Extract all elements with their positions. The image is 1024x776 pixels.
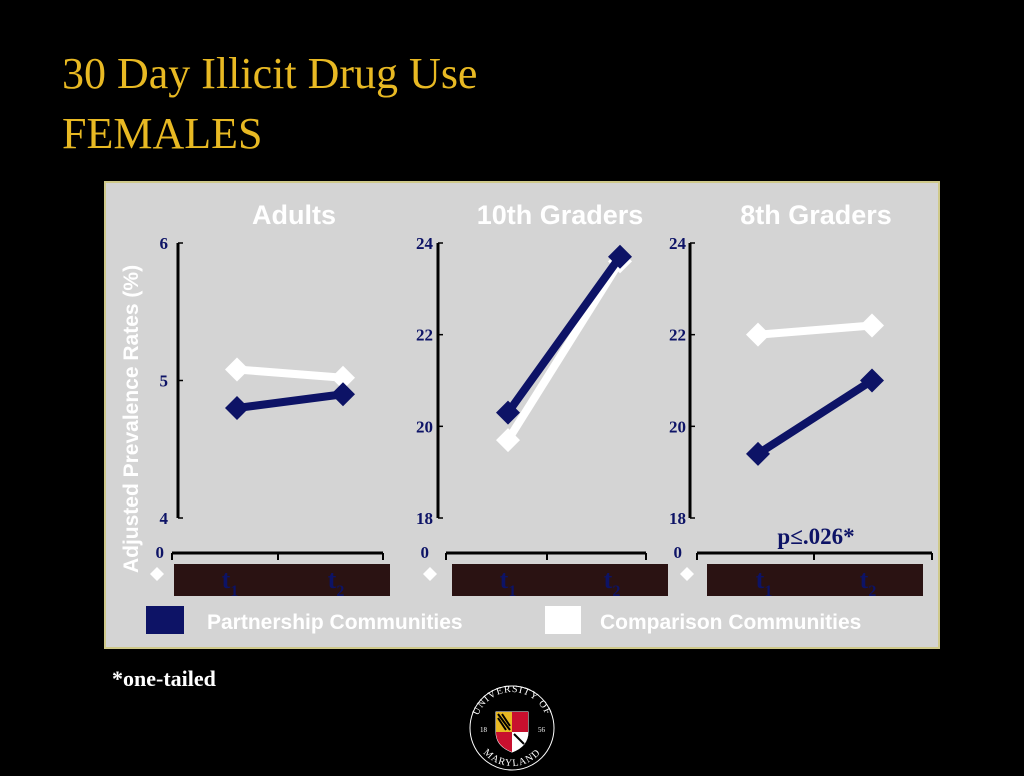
data-point [860, 368, 884, 393]
y-tick-label: 22 [416, 326, 433, 345]
chart-title: 10th Graders [477, 200, 644, 230]
x-tick-label: t1 [500, 565, 517, 600]
x-tick-label: t2 [328, 565, 345, 600]
x-tick-label: t1 [756, 565, 773, 600]
legend-swatch-comparison [545, 606, 581, 634]
page-subtitle: FEMALES [62, 109, 263, 158]
data-point [331, 382, 355, 407]
y-tick-label: 18 [416, 509, 433, 528]
data-point [331, 365, 355, 390]
svg-text:18: 18 [480, 726, 488, 734]
y-tick-label: 6 [160, 234, 169, 253]
data-point [496, 400, 520, 425]
legend-diamond-marker [423, 567, 437, 581]
series-line [755, 377, 875, 458]
y-tick-label: 24 [669, 234, 687, 253]
university-seal-logo: UNIVERSITY OF MARYLAND 18 56 [469, 684, 555, 771]
baseline-label: 0 [156, 543, 165, 562]
time-axis-bar [707, 564, 923, 596]
baseline-label: 0 [421, 543, 430, 562]
chart-title: Adults [252, 200, 336, 230]
data-point [225, 357, 249, 382]
chart-title: 8th Graders [740, 200, 892, 230]
page-title: 30 Day Illicit Drug Use [62, 49, 478, 98]
legend-diamond-marker [680, 567, 694, 581]
series-line [757, 321, 873, 339]
y-tick-label: 22 [669, 326, 686, 345]
series-line [236, 365, 344, 382]
footnote: *one-tailed [112, 666, 216, 691]
y-tick-label: 20 [416, 417, 433, 436]
data-point [608, 244, 632, 269]
legend-diamond-marker [150, 567, 164, 581]
x-tick-label: t2 [604, 565, 621, 600]
seal-shield [495, 711, 529, 753]
y-axis-label: Adjusted Prevalence Rates (%) [120, 265, 143, 573]
data-point [496, 428, 520, 453]
y-tick-label: 24 [416, 234, 434, 253]
data-point [746, 441, 770, 466]
svg-text:56: 56 [538, 726, 546, 734]
x-tick-label: t1 [222, 565, 239, 600]
data-point [746, 322, 770, 347]
y-tick-label: 20 [669, 417, 686, 436]
y-tick-label: 18 [669, 509, 686, 528]
data-point [225, 396, 249, 420]
y-tick-label: 5 [160, 372, 169, 391]
legend-label-comparison: Comparison Communities [600, 611, 861, 634]
significance-annotation: p≤.026* [777, 524, 854, 549]
series-line [236, 390, 344, 412]
series-line [504, 254, 624, 415]
time-axis-bar [452, 564, 668, 596]
baseline-label: 0 [674, 543, 683, 562]
series-line [504, 259, 624, 443]
y-tick-label: 4 [160, 509, 169, 528]
x-tick-label: t2 [860, 565, 877, 600]
time-axis-bar [174, 564, 390, 596]
data-point [860, 313, 884, 338]
legend-label-partnership: Partnership Communities [207, 611, 463, 634]
legend-swatch-partnership [146, 606, 184, 634]
